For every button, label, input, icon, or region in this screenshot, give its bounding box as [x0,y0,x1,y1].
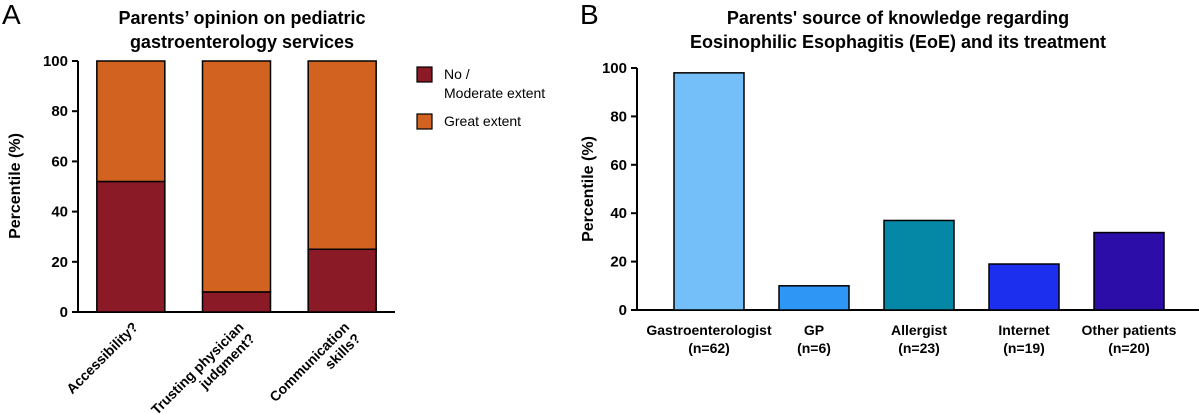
panel-a-bar-segment [201,60,272,293]
panel-a-title-line-2: gastroenterology services [130,32,354,52]
panel-b-y-tick-label: 20 [610,254,627,271]
panel-a-legend-swatch [416,66,433,83]
panel-b-category-labels: Gastroenterologist (n=62) GP (n=6) Allergist… [646,322,1176,356]
panel-b-category-label: (n=62) [688,340,730,356]
panel-a-legend-label: Great extent [444,113,521,129]
panel-b-bars [673,72,1165,311]
panel-a-title-line-1: Parents’ opinion on pediatric [118,8,365,28]
panel-a-y-tick-label: 20 [51,254,68,271]
panel-a-y-tick-label: 100 [43,53,68,70]
panel-b-title-line-1: Parents' source of knowledge regarding [727,8,1069,28]
panel-a-bar-segment [307,60,377,250]
panel-b-y-tick-label: 80 [610,108,627,125]
panel-b-bar [883,219,955,311]
panel-a-category-label-line: Accessibility? [63,319,141,397]
panel-b-bar [1093,231,1165,311]
panel-b-category-label: GP [804,322,824,338]
panel-b-category-label: (n=19) [1003,340,1045,356]
panel-b-category-label: (n=23) [898,340,940,356]
panel-a-bar-segment [201,291,272,313]
panel-a-legend-swatch [416,113,433,130]
panel-a-bar-segment [96,180,166,313]
panel-a-legend-label: No / [444,66,470,82]
panel-a-y-tick-label: 0 [60,304,68,321]
panel-a-bar-segment [96,60,166,183]
panel-b-y-tick-label: 60 [610,157,627,174]
panel-a-category-label: Accessibility? [63,319,141,397]
panel-b-bar [778,285,850,311]
panel-b-y-axis-label: Percentile (%) [580,136,597,242]
panel-b-title-line-2: Eosinophilic Esophagitis (EoE) and its t… [690,32,1106,52]
panel-b-y-tick-label: 100 [602,60,627,77]
panel-a-y-axis-label: Percentile (%) [7,133,24,239]
panel-a: A Parents’ opinion on pediatric gastroen… [2,0,545,414]
panel-b-category-label: (n=6) [797,340,831,356]
panel-a-category-label: Communicationskills? [266,319,363,414]
panel-a-category-labels: Accessibility? Trusting physicianjudgment… [63,319,364,414]
panel-a-letter: A [2,0,21,30]
panel-b-category-label: Internet [998,322,1050,338]
panel-a-category-label: Trusting physicianjudgment? [148,319,258,414]
panel-b-bar [673,72,745,311]
panel-a-legend: No / Moderate extent Great extent [416,66,545,130]
panel-b-category-label: Other patients [1082,322,1177,338]
panel-b-y-tick-label: 40 [610,205,627,222]
panel-b-category-label: (n=20) [1108,340,1150,356]
panel-b-bar [988,263,1060,311]
panel-a-y-tick-label: 60 [51,153,68,170]
panel-b-y-tick-label: 0 [619,302,627,319]
panel-a-legend-label: Moderate extent [444,85,545,101]
panel-a-bar-segment [307,248,377,313]
panel-a-y-tick-label: 80 [51,103,68,120]
panel-a-bars [96,60,377,313]
panel-b-category-label: Allergist [891,322,947,338]
panel-b-letter: B [580,0,599,30]
panel-a-y-tick-label: 40 [51,204,68,221]
panel-b-category-label: Gastroenterologist [646,322,772,338]
panel-b: B Parents' source of knowledge regarding… [580,0,1199,356]
